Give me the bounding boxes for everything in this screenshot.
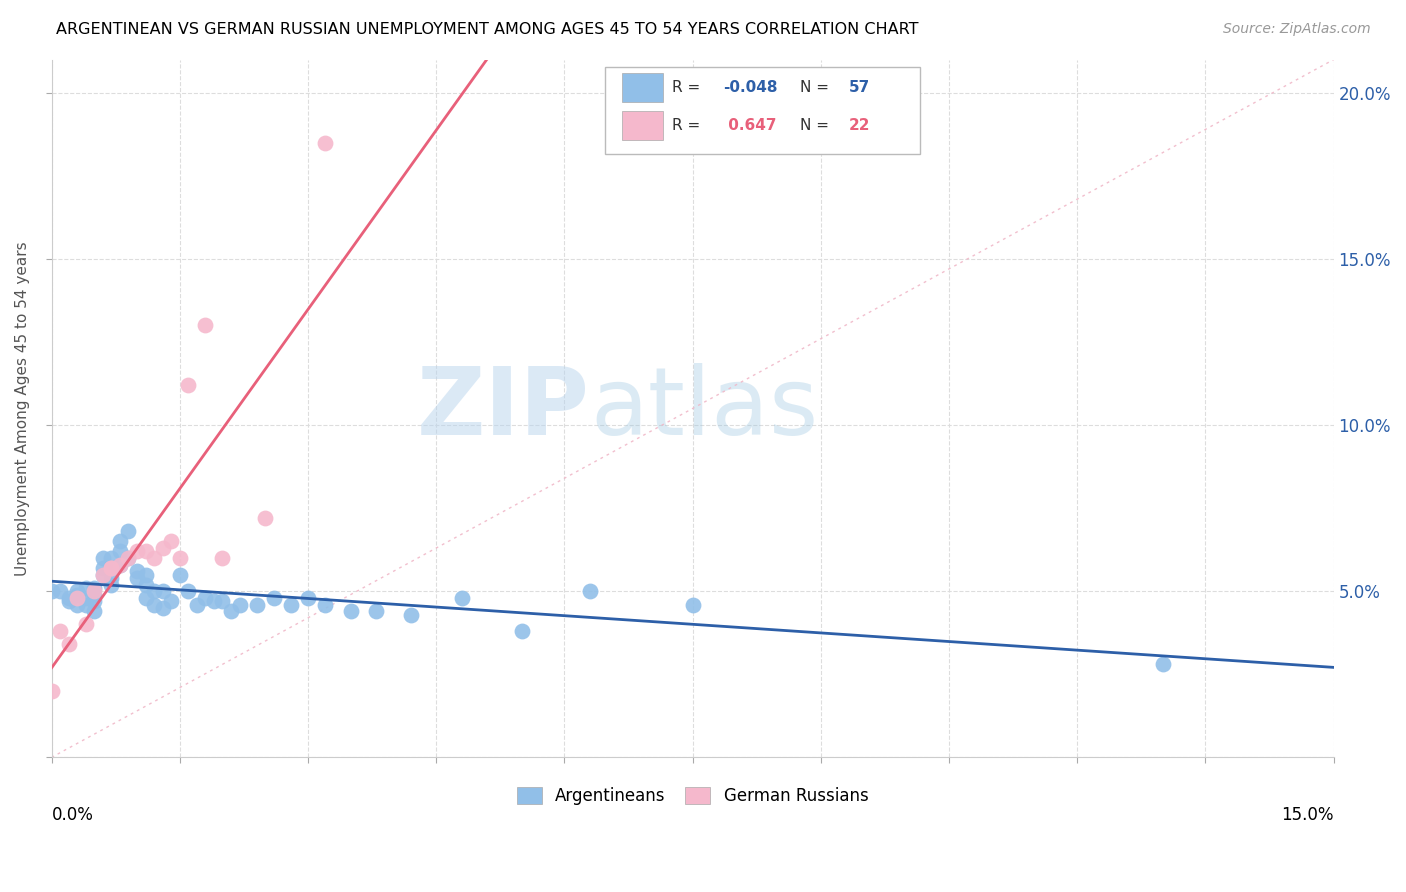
Point <box>108 558 131 572</box>
Point <box>143 551 166 566</box>
Point <box>108 544 131 558</box>
Point <box>75 598 97 612</box>
Point <box>169 551 191 566</box>
Point <box>91 551 114 566</box>
Point <box>117 524 139 539</box>
Legend: Argentineans, German Russians: Argentineans, German Russians <box>510 780 875 812</box>
Point <box>160 594 183 608</box>
Point <box>66 591 89 605</box>
Point <box>143 584 166 599</box>
Point <box>83 588 105 602</box>
Point <box>450 591 472 605</box>
Point <box>41 684 63 698</box>
Point <box>58 591 80 605</box>
Point <box>143 598 166 612</box>
Point <box>186 598 208 612</box>
Point <box>49 624 72 639</box>
Point <box>100 561 122 575</box>
Point <box>194 318 217 333</box>
Point <box>100 561 122 575</box>
Y-axis label: Unemployment Among Ages 45 to 54 years: Unemployment Among Ages 45 to 54 years <box>15 241 30 576</box>
Text: 57: 57 <box>849 80 870 95</box>
Point <box>682 598 704 612</box>
Point <box>135 544 157 558</box>
Text: atlas: atlas <box>591 362 818 455</box>
Point <box>108 534 131 549</box>
Point <box>194 591 217 605</box>
Text: R =: R = <box>672 80 706 95</box>
Point <box>135 577 157 591</box>
Point <box>117 551 139 566</box>
Point <box>117 551 139 566</box>
Point <box>339 604 361 618</box>
Point <box>125 571 148 585</box>
Point <box>152 541 174 555</box>
Point <box>100 571 122 585</box>
Text: -0.048: -0.048 <box>723 80 778 95</box>
Point <box>314 598 336 612</box>
Point <box>579 584 602 599</box>
Text: Source: ZipAtlas.com: Source: ZipAtlas.com <box>1223 22 1371 37</box>
Point <box>280 598 302 612</box>
Point <box>58 637 80 651</box>
Point <box>297 591 319 605</box>
Point <box>177 378 200 392</box>
Bar <box>621 111 664 140</box>
Point <box>66 588 89 602</box>
Point <box>41 584 63 599</box>
Text: 22: 22 <box>849 118 870 133</box>
Point <box>135 567 157 582</box>
Point <box>366 604 388 618</box>
Point <box>83 584 105 599</box>
Text: 0.0%: 0.0% <box>52 806 93 824</box>
Point <box>177 584 200 599</box>
Point <box>254 511 277 525</box>
Point <box>202 594 225 608</box>
Point <box>125 564 148 578</box>
Point <box>108 558 131 572</box>
Point <box>66 598 89 612</box>
Point <box>91 567 114 582</box>
Text: R =: R = <box>672 118 706 133</box>
Point <box>263 591 285 605</box>
Text: ARGENTINEAN VS GERMAN RUSSIAN UNEMPLOYMENT AMONG AGES 45 TO 54 YEARS CORRELATION: ARGENTINEAN VS GERMAN RUSSIAN UNEMPLOYME… <box>56 22 918 37</box>
Point <box>91 561 114 575</box>
Text: N =: N = <box>800 80 834 95</box>
Point <box>125 544 148 558</box>
Point <box>246 598 269 612</box>
Point <box>100 577 122 591</box>
Point <box>219 604 242 618</box>
Point <box>399 607 422 622</box>
Point <box>510 624 533 639</box>
Point <box>211 551 233 566</box>
Point <box>75 591 97 605</box>
Point <box>75 581 97 595</box>
Point <box>314 136 336 150</box>
Point <box>211 594 233 608</box>
Point <box>1152 657 1174 672</box>
Point <box>100 551 122 566</box>
Point <box>83 581 105 595</box>
Point <box>169 567 191 582</box>
Point <box>160 534 183 549</box>
Point <box>75 617 97 632</box>
Point <box>152 584 174 599</box>
Point <box>228 598 250 612</box>
Point <box>135 591 157 605</box>
Text: N =: N = <box>800 118 834 133</box>
Point <box>83 594 105 608</box>
FancyBboxPatch shape <box>606 67 920 153</box>
Text: 15.0%: 15.0% <box>1281 806 1334 824</box>
Point <box>100 561 122 575</box>
Point <box>58 594 80 608</box>
Text: ZIP: ZIP <box>418 362 591 455</box>
Point <box>49 584 72 599</box>
Text: 0.647: 0.647 <box>723 118 778 133</box>
Point <box>152 600 174 615</box>
Point <box>91 567 114 582</box>
Point <box>83 604 105 618</box>
Point <box>66 584 89 599</box>
Bar <box>621 73 664 103</box>
